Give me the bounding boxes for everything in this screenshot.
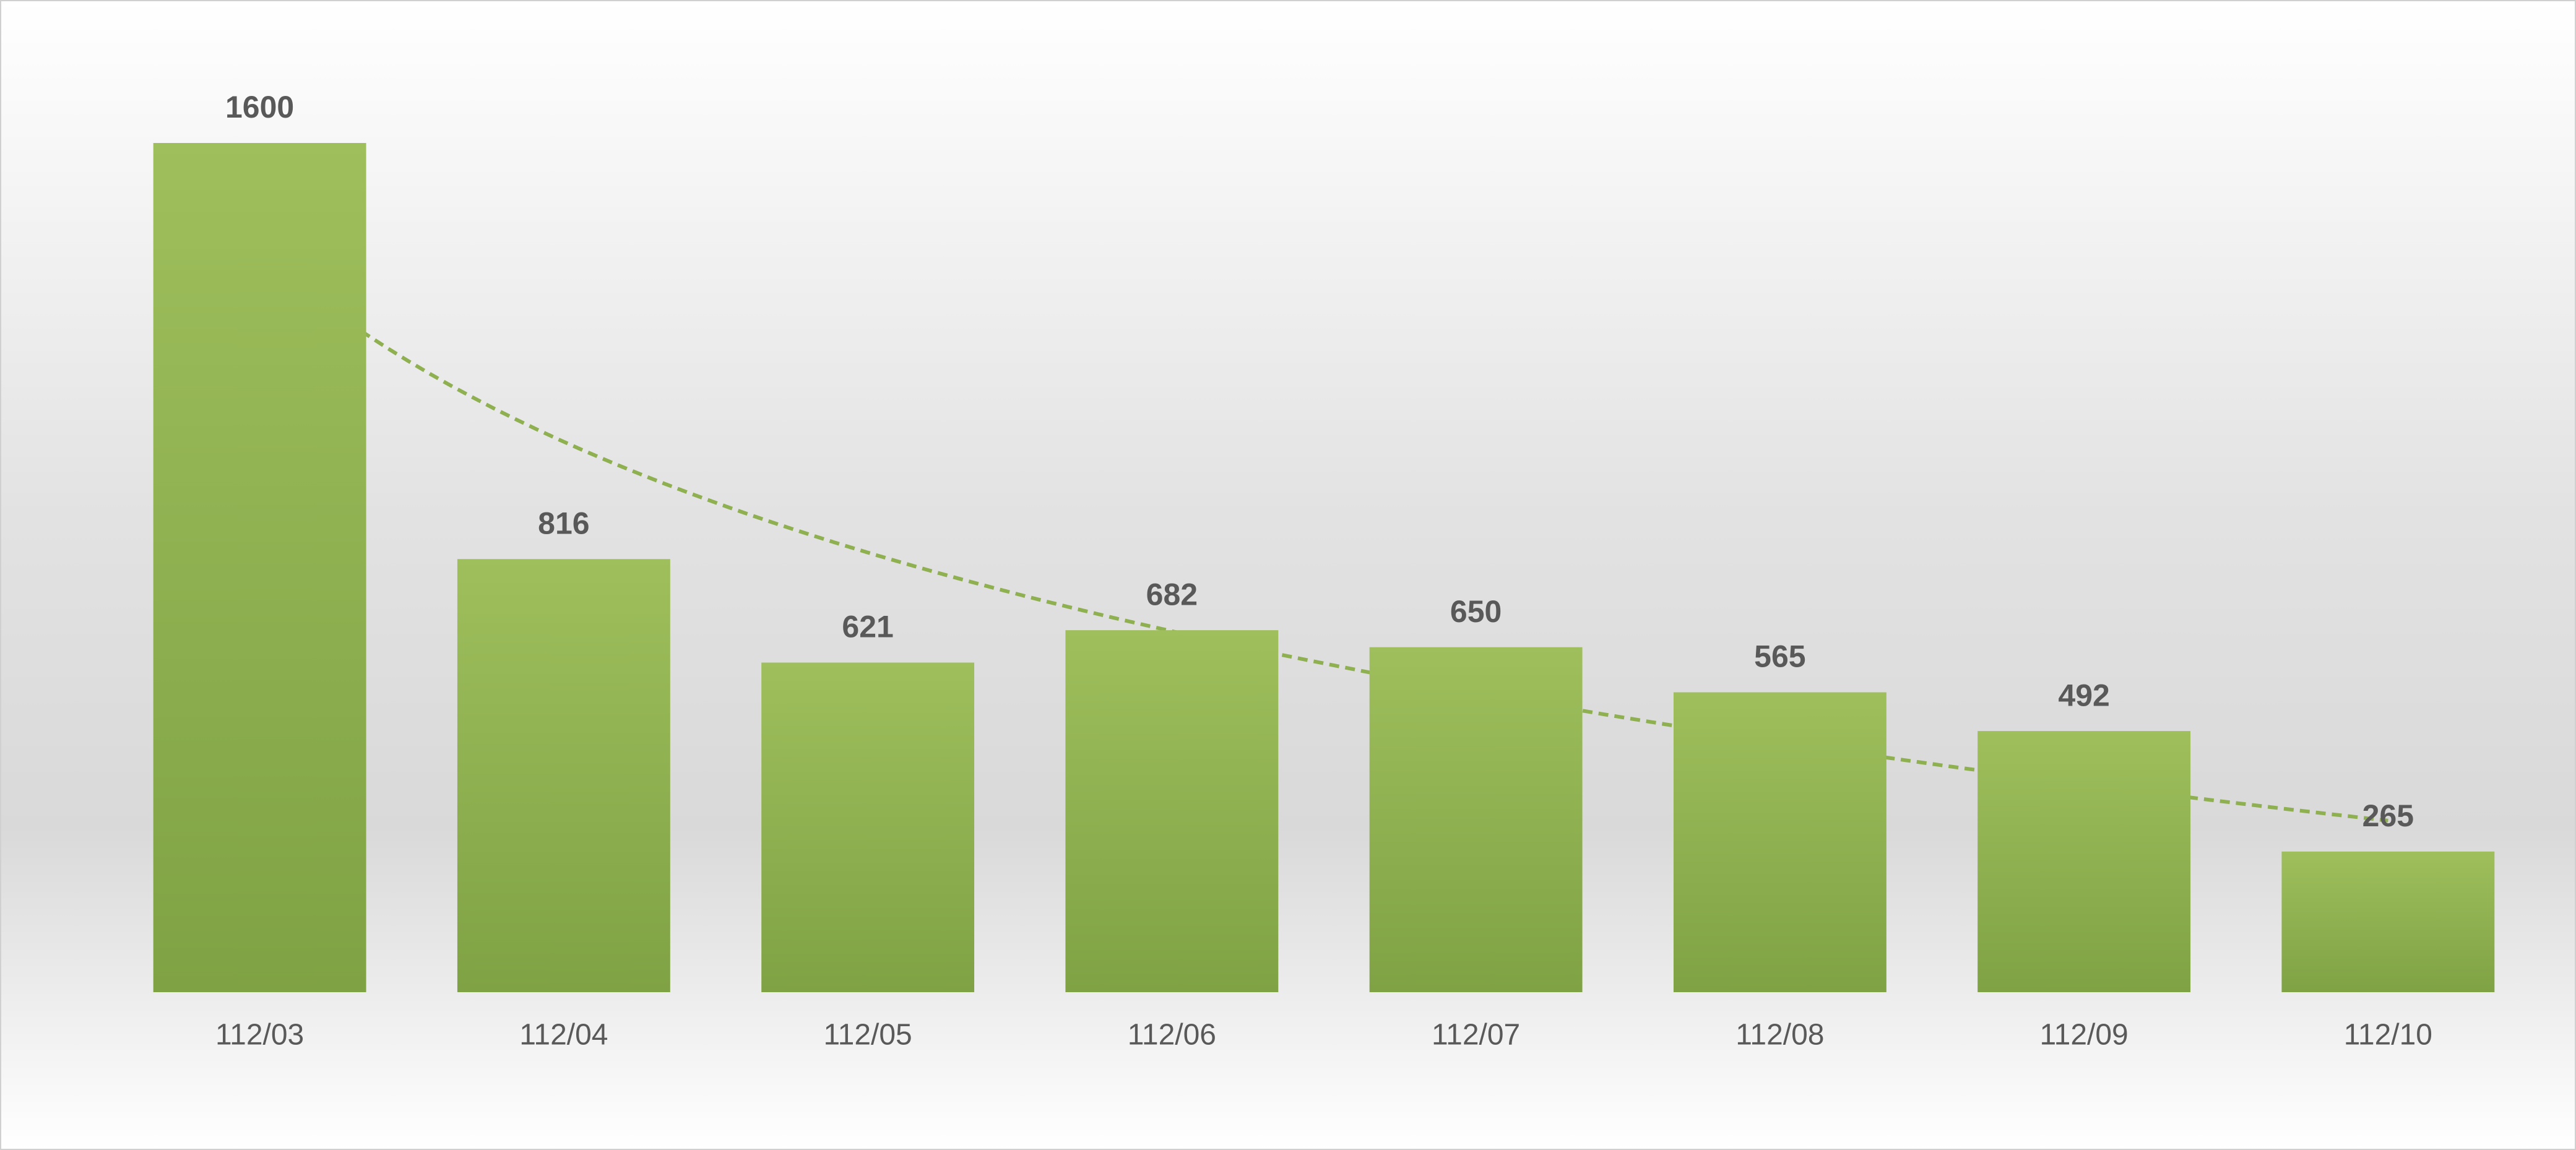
value-label: 682 [1146, 577, 1198, 612]
x-tick-label: 112/04 [519, 1019, 608, 1052]
bar [1673, 692, 1887, 992]
x-tick-label: 112/05 [824, 1019, 912, 1052]
value-label: 1600 [225, 90, 294, 124]
bar [1065, 630, 1279, 992]
x-tick-label: 112/08 [1735, 1019, 1824, 1052]
value-label: 621 [842, 610, 893, 644]
x-tick-label: 112/10 [2344, 1019, 2432, 1052]
bar [153, 143, 366, 992]
value-label: 492 [2058, 678, 2109, 712]
bar [2281, 851, 2495, 992]
x-tick-label: 112/03 [215, 1019, 304, 1052]
bar [1977, 731, 2191, 992]
x-tick-label: 112/07 [1432, 1019, 1520, 1052]
value-label: 565 [1754, 639, 1805, 674]
x-tick-label: 112/06 [1128, 1019, 1216, 1052]
value-label: 650 [1450, 594, 1502, 629]
bar [457, 559, 670, 992]
bar [1369, 647, 1583, 992]
value-label: 816 [538, 506, 589, 540]
value-label: 265 [2362, 798, 2414, 833]
x-tick-label: 112/09 [2040, 1019, 2129, 1052]
bar [761, 662, 975, 992]
